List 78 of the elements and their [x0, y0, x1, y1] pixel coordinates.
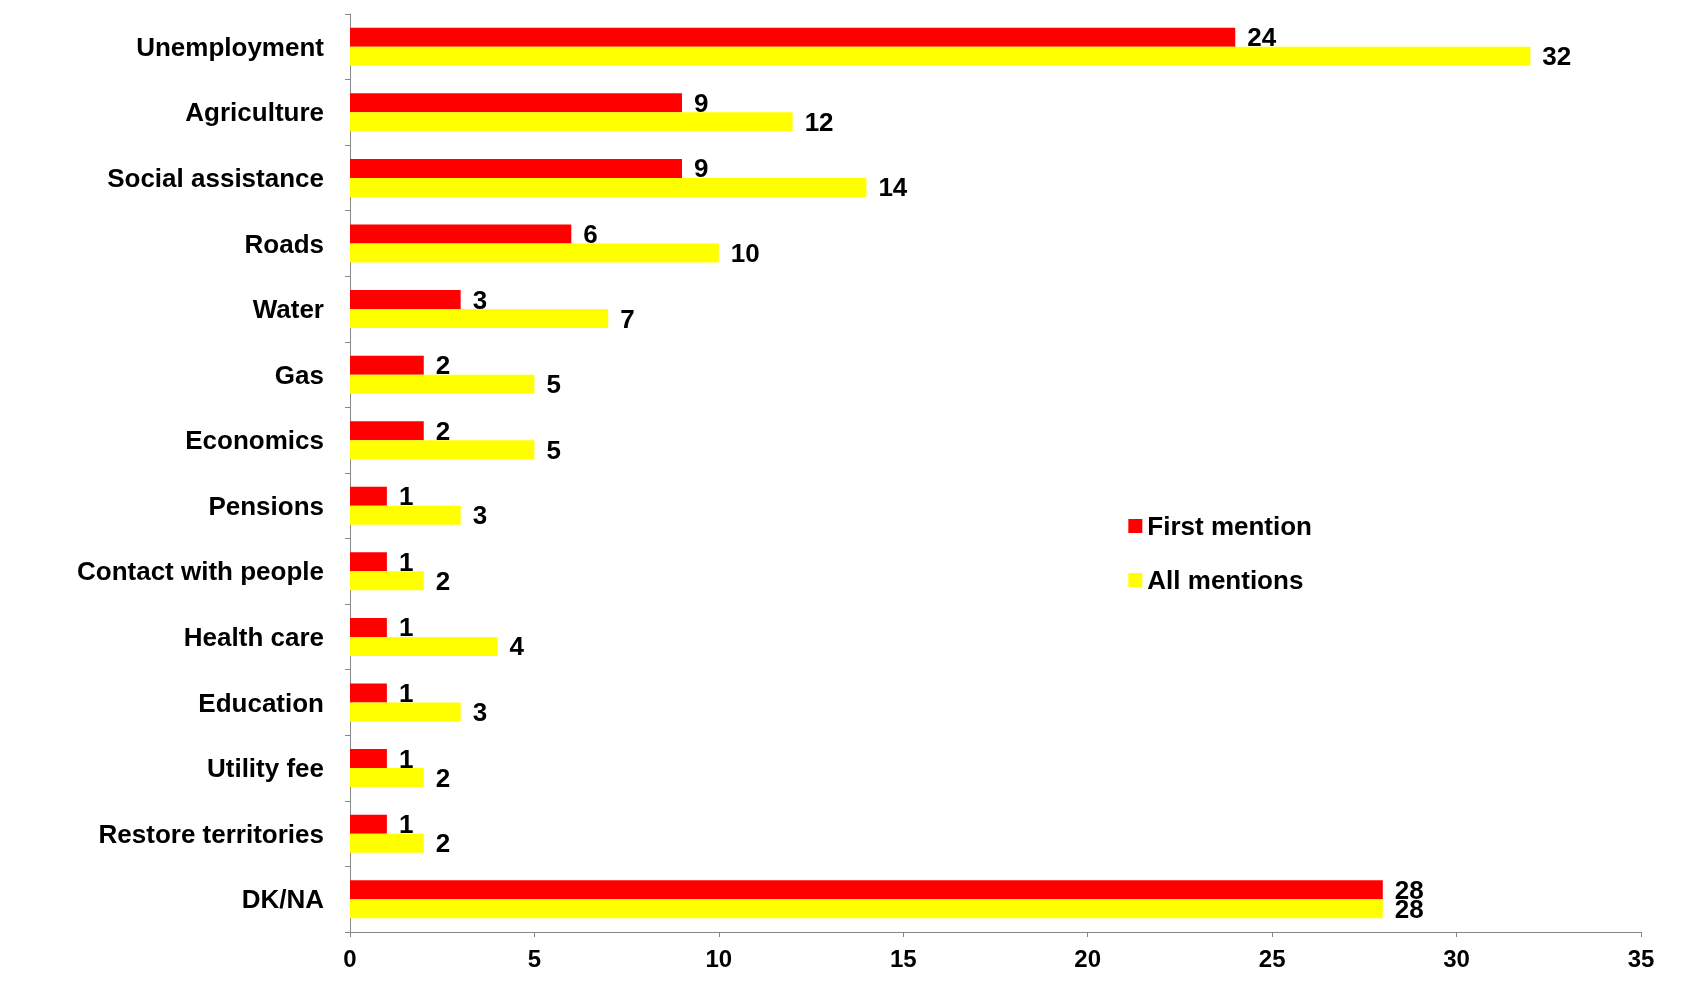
bar: [350, 833, 424, 853]
bar: [350, 93, 682, 113]
bar: [350, 880, 1383, 900]
data-label: 3: [472, 697, 488, 728]
x-tick-label: 0: [343, 944, 357, 972]
y-tick-label: Health care: [183, 621, 324, 652]
y-tick-label: Roads: [244, 228, 324, 259]
data-label: 2: [435, 565, 451, 596]
data-label: 9: [693, 153, 709, 184]
data-label: 2: [435, 415, 451, 446]
data-label: 1: [398, 546, 414, 577]
y-tick-label: Unemployment: [136, 31, 325, 62]
bar: [350, 27, 1236, 47]
bar: [350, 243, 719, 263]
x-tick-label: 15: [889, 944, 917, 972]
data-label: 4: [509, 631, 525, 662]
bar: [350, 505, 461, 525]
bar: [350, 749, 387, 769]
data-label: 12: [804, 106, 834, 137]
data-label: 3: [472, 284, 488, 315]
data-label: 24: [1247, 22, 1277, 53]
y-tick-label: Social assistance: [107, 162, 324, 193]
bar: [350, 636, 498, 656]
bar: [350, 552, 387, 572]
y-tick-label: Gas: [274, 359, 324, 390]
data-label: 1: [398, 809, 414, 840]
y-tick-label: Water: [252, 294, 324, 325]
bar: [350, 440, 535, 460]
x-tick-label: 5: [527, 944, 542, 972]
bar: [350, 355, 424, 375]
legend-label: All mentions: [1147, 565, 1304, 595]
bar: [350, 571, 424, 591]
bar: [350, 617, 387, 637]
bar: [350, 683, 387, 703]
bar: [350, 158, 682, 178]
bar: [350, 899, 1383, 919]
data-label: 14: [878, 172, 908, 203]
y-tick-label: Economics: [185, 425, 324, 456]
y-tick-label: Restore territories: [98, 818, 324, 849]
x-tick-label: 30: [1443, 944, 1470, 972]
x-tick-label: 25: [1258, 944, 1286, 972]
bar: [350, 309, 609, 329]
data-label: 32: [1542, 41, 1572, 72]
y-tick-label: Pensions: [208, 490, 324, 521]
bar: [350, 290, 461, 310]
data-label: 7: [620, 303, 635, 334]
bar: [350, 177, 867, 197]
data-label: 10: [730, 238, 760, 269]
legend-label: First mention: [1147, 511, 1312, 541]
data-label: 2: [435, 762, 451, 793]
bar: [350, 702, 461, 722]
data-label: 1: [398, 743, 414, 774]
bar: [350, 224, 572, 244]
bar: [350, 112, 793, 132]
bar: [350, 46, 1531, 66]
data-label: 5: [546, 369, 561, 400]
x-tick-label: 35: [1627, 944, 1655, 972]
y-tick-label: Education: [198, 687, 324, 718]
y-tick-label: Utility fee: [206, 753, 324, 784]
data-label: 1: [398, 612, 414, 643]
data-label: 1: [398, 481, 414, 512]
x-tick-label: 20: [1074, 944, 1102, 972]
bar: [350, 768, 424, 788]
data-label: 1: [398, 677, 414, 708]
bar: [350, 374, 535, 394]
bar: [350, 421, 424, 441]
x-tick-label: 10: [705, 944, 733, 972]
data-label: 2: [435, 828, 451, 859]
y-tick-label: DK/NA: [241, 884, 325, 915]
data-label: 9: [693, 87, 709, 118]
bar: [350, 486, 387, 506]
data-label: 3: [472, 500, 488, 531]
data-label: 6: [583, 218, 598, 249]
data-label: 2: [435, 350, 451, 381]
data-label: 5: [546, 434, 561, 465]
bar: [350, 814, 387, 834]
y-tick-label: Agriculture: [185, 97, 324, 128]
y-tick-label: Contact with people: [77, 556, 324, 587]
